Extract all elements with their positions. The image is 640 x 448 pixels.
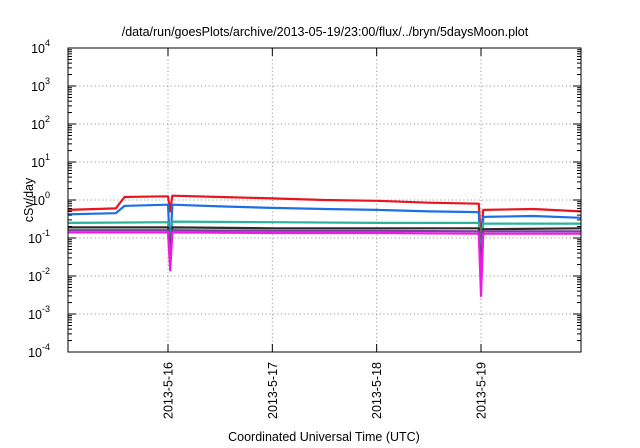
y-tick-exponent: 2	[45, 114, 50, 124]
y-tick-label: 10-2	[28, 266, 50, 284]
x-tick-label: 2013-5-17	[266, 362, 280, 419]
x-tick-label: 2013-5-18	[370, 362, 384, 419]
y-tick-exponent: 4	[45, 38, 50, 48]
x-axis-label: Coordinated Universal Time (UTC)	[228, 430, 420, 444]
y-tick-label: 101	[31, 152, 50, 170]
x-axis-ticks: 2013-5-16 2013-5-17 2013-5-18 2013-5-19	[161, 48, 489, 419]
y-tick-exponent: 3	[45, 76, 50, 86]
y-tick-exponent: -4	[42, 342, 50, 352]
y-tick-exponent: -1	[42, 228, 50, 238]
y-tick-exponent: -3	[42, 304, 50, 314]
series-line-6	[68, 231, 581, 297]
y-tick-label: 102	[31, 114, 50, 132]
y-tick-exponent: 0	[45, 190, 50, 200]
y-tick-exponent: 1	[45, 152, 50, 162]
y-tick-exponent: -2	[42, 266, 50, 276]
series-line-2	[67, 203, 582, 278]
y-tick-label: 10-3	[28, 304, 50, 322]
x-tick-label: 2013-5-16	[161, 362, 175, 419]
y-axis-label: cSv/day	[22, 177, 36, 222]
y-tick-label: 10-1	[28, 228, 50, 246]
chart-title: /data/run/goesPlots/archive/2013-05-19/2…	[122, 25, 529, 39]
y-tick-label: 104	[31, 38, 50, 56]
y-tick-label: 103	[31, 76, 50, 94]
series-layer	[67, 194, 582, 297]
y-tick-label: 10-4	[28, 342, 50, 360]
x-tick-label: 2013-5-19	[475, 362, 489, 419]
